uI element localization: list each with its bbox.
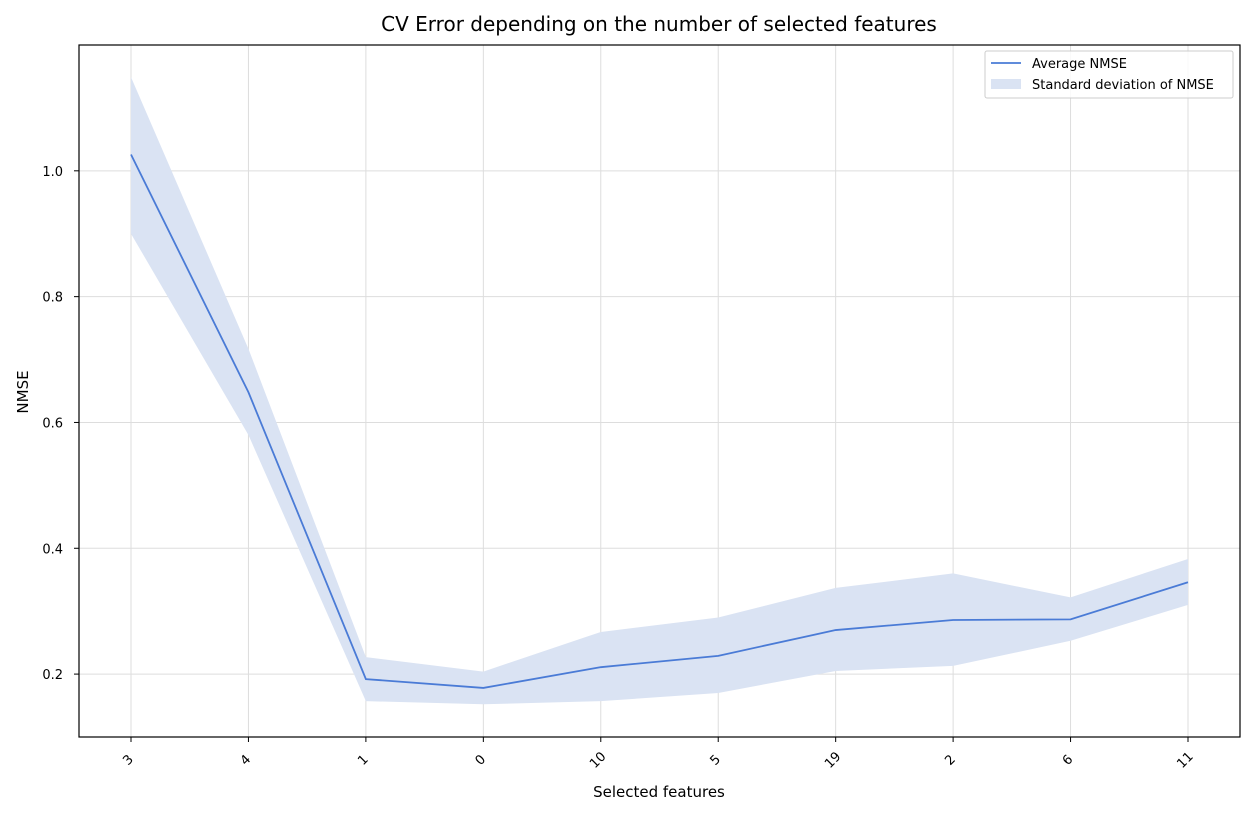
y-tick-label: 0.2 <box>42 668 63 683</box>
x-tick-label: 1 <box>355 752 371 768</box>
average-nmse-line <box>130 154 1189 689</box>
legend-box <box>984 50 1234 99</box>
x-tick-label: 5 <box>708 752 724 768</box>
y-tick-label: 1.0 <box>42 165 63 180</box>
y-tick-label: 0.8 <box>42 291 63 306</box>
x-axis-label: Selected features <box>593 783 725 801</box>
x-tick-label: 6 <box>1060 752 1076 768</box>
x-tick-label: 19 <box>822 749 844 771</box>
x-tick-label: 0 <box>473 752 489 768</box>
legend: Average NMSE Standard deviation of NMSE <box>984 50 1234 99</box>
y-tick-label: 0.4 <box>42 542 63 557</box>
x-ticks: 3 4 1 0 10 5 19 2 6 11 <box>120 737 1197 772</box>
y-ticks: 0.2 0.4 0.6 0.8 1.0 <box>42 165 79 683</box>
grid-lines <box>79 45 1240 737</box>
legend-band-swatch <box>991 79 1021 89</box>
x-tick-label: 3 <box>120 752 136 768</box>
x-tick-label: 2 <box>942 752 958 768</box>
legend-label-average: Average NMSE <box>1032 57 1127 72</box>
legend-label-std: Standard deviation of NMSE <box>1032 78 1214 93</box>
x-tick-label: 11 <box>1174 749 1196 771</box>
plot-frame <box>78 44 1241 738</box>
y-axis-label: NMSE <box>14 370 32 413</box>
chart-title: CV Error depending on the number of sele… <box>381 12 937 36</box>
x-tick-label: 4 <box>238 752 254 768</box>
x-tick-label: 10 <box>587 749 609 771</box>
y-tick-label: 0.6 <box>42 416 63 431</box>
